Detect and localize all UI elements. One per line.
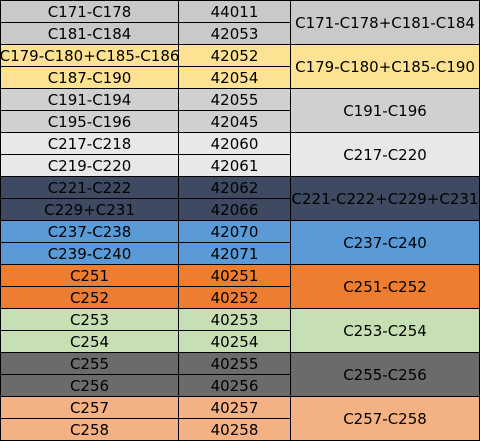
code-cell[interactable]: 42061 [178, 154, 291, 177]
code-cell[interactable]: 42060 [178, 132, 291, 155]
part-cell[interactable]: C254 [0, 330, 179, 353]
part-cell[interactable]: C252 [0, 286, 179, 309]
merged-cell[interactable]: C237-C240 [290, 220, 480, 265]
code-cell[interactable]: 42053 [178, 22, 291, 45]
merged-cell[interactable]: C251-C252 [290, 264, 480, 309]
part-cell[interactable]: C257 [0, 396, 179, 419]
part-cell[interactable]: C179-C180+C185-C186 [0, 44, 179, 67]
part-cell[interactable]: C237-C238 [0, 220, 179, 243]
code-cell[interactable]: 44011 [178, 0, 291, 23]
code-cell[interactable]: 42071 [178, 242, 291, 265]
code-cell[interactable]: 40253 [178, 308, 291, 331]
code-cell[interactable]: 42055 [178, 88, 291, 111]
part-cell[interactable]: C195-C196 [0, 110, 179, 133]
part-cell[interactable]: C258 [0, 418, 179, 441]
part-cell[interactable]: C253 [0, 308, 179, 331]
code-cell[interactable]: 40256 [178, 374, 291, 397]
part-cell[interactable]: C219-C220 [0, 154, 179, 177]
code-cell[interactable]: 40258 [178, 418, 291, 441]
merged-cell[interactable]: C217-C220 [290, 132, 480, 177]
code-cell[interactable]: 40257 [178, 396, 291, 419]
part-cell[interactable]: C239-C240 [0, 242, 179, 265]
part-cell[interactable]: C251 [0, 264, 179, 287]
part-cell[interactable]: C171-C178 [0, 0, 179, 23]
part-cell[interactable]: C255 [0, 352, 179, 375]
part-cell[interactable]: C256 [0, 374, 179, 397]
merged-cell[interactable]: C221-C222+C229+C231 [290, 176, 480, 221]
merged-cell[interactable]: C253-C254 [290, 308, 480, 353]
part-cell[interactable]: C221-C222 [0, 176, 179, 199]
code-cell[interactable]: 42052 [178, 44, 291, 67]
part-cell[interactable]: C229+C231 [0, 198, 179, 221]
code-cell[interactable]: 40252 [178, 286, 291, 309]
merged-cell[interactable]: C191-C196 [290, 88, 480, 133]
part-cell[interactable]: C217-C218 [0, 132, 179, 155]
part-cell[interactable]: C191-C194 [0, 88, 179, 111]
merged-cell[interactable]: C255-C256 [290, 352, 480, 397]
code-cell[interactable]: 40255 [178, 352, 291, 375]
merged-cell[interactable]: C257-C258 [290, 396, 480, 441]
code-cell[interactable]: 40254 [178, 330, 291, 353]
merged-cell[interactable]: C179-C180+C185-C190 [290, 44, 480, 89]
code-cell[interactable]: 42066 [178, 198, 291, 221]
part-cell[interactable]: C187-C190 [0, 66, 179, 89]
code-cell[interactable]: 42054 [178, 66, 291, 89]
code-cell[interactable]: 42045 [178, 110, 291, 133]
part-cell[interactable]: C181-C184 [0, 22, 179, 45]
code-cell[interactable]: 42062 [178, 176, 291, 199]
merged-cell[interactable]: C171-C178+C181-C184 [290, 0, 480, 45]
code-cell[interactable]: 40251 [178, 264, 291, 287]
code-cell[interactable]: 42070 [178, 220, 291, 243]
